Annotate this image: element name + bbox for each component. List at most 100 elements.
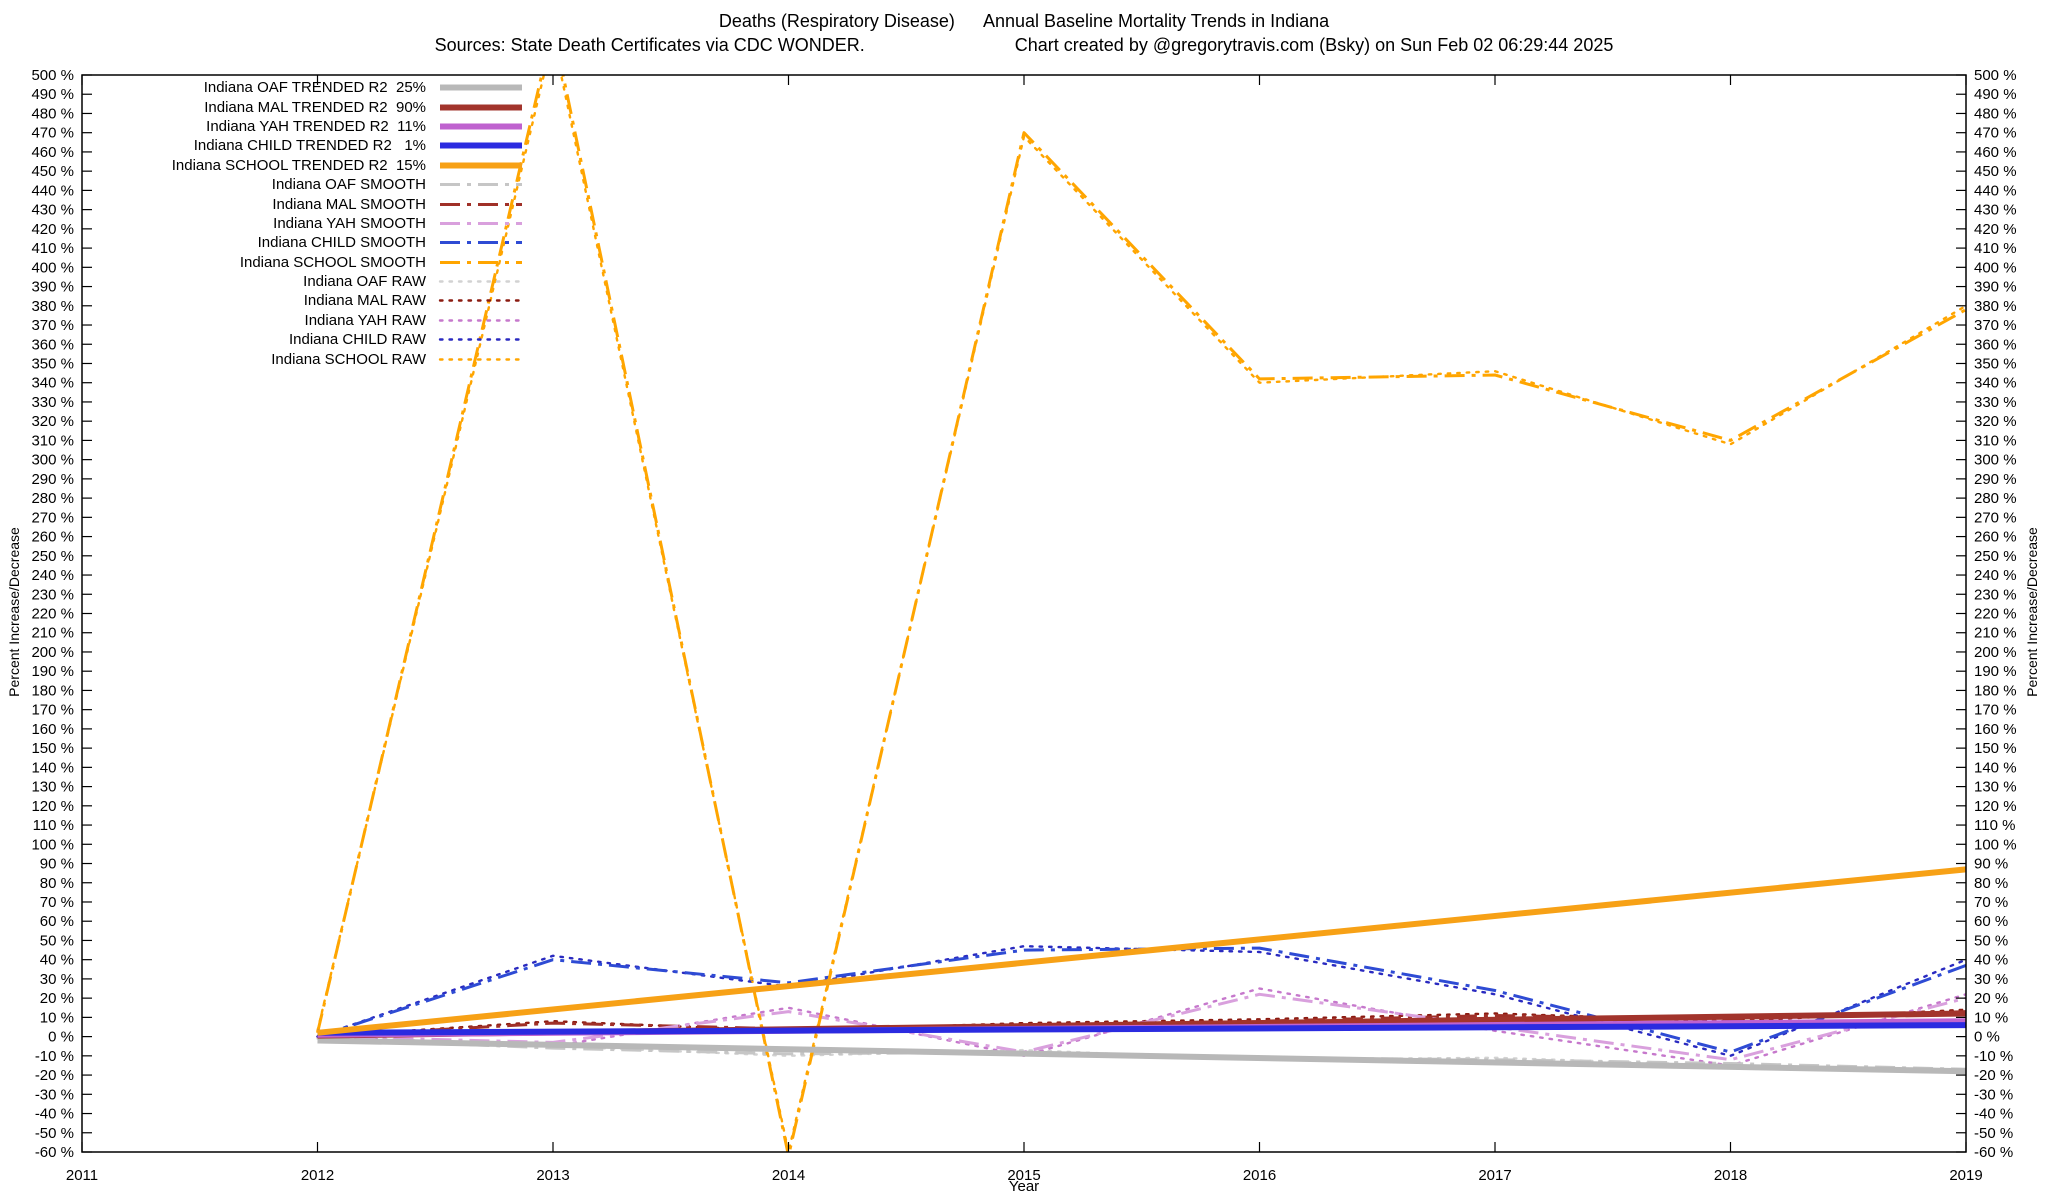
y-tick-label-right: 150 % (1974, 740, 2017, 757)
y-tick-label-right: 370 % (1974, 317, 2017, 334)
y-tick-label-right: 430 % (1974, 202, 2017, 219)
series-child_smooth (317, 946, 1966, 1054)
legend-item: Indiana MAL TRENDED R2 90% (88, 97, 526, 116)
y-tick-label-right: 270 % (1974, 509, 2017, 526)
y-tick-label-left: 40 % (40, 952, 74, 969)
x-tick-label: 2013 (536, 1167, 569, 1184)
y-tick-label-right: 380 % (1974, 298, 2017, 315)
legend-item: Indiana YAH SMOOTH (88, 214, 526, 233)
y-tick-label-left: 240 % (31, 567, 74, 584)
legend-label: Indiana SCHOOL SMOOTH (239, 253, 426, 271)
y-tick-label-right: 180 % (1974, 682, 2017, 699)
y-tick-label-left: 220 % (31, 606, 74, 623)
y-tick-label-right: 480 % (1974, 105, 2017, 122)
y-tick-label-right: -30 % (1974, 1086, 2013, 1103)
y-tick-label-right: 500 % (1974, 67, 2017, 84)
y-tick-label-right: 80 % (1974, 875, 2008, 892)
y-tick-label-left: 10 % (40, 1009, 74, 1026)
legend-item: Indiana OAF TRENDED R2 25% (88, 78, 526, 97)
y-tick-label-left: 280 % (31, 490, 74, 507)
legend-label: Indiana SCHOOL RAW (271, 350, 426, 368)
legend-label: Indiana CHILD TRENDED R2 1% (193, 137, 426, 155)
y-tick-label-left: 200 % (31, 644, 74, 661)
legend-label: Indiana CHILD SMOOTH (257, 234, 426, 252)
y-tick-label-left: 270 % (31, 509, 74, 526)
legend-label: Indiana OAF RAW (303, 273, 426, 291)
legend-sample-line (440, 183, 522, 187)
y-tick-label-left: 0 % (48, 1029, 74, 1046)
y-tick-label-left: 50 % (40, 932, 74, 949)
y-tick-label-right: 490 % (1974, 86, 2017, 103)
y-tick-label-right: 250 % (1974, 548, 2017, 565)
y-tick-label-right: 120 % (1974, 798, 2017, 815)
legend-label: Indiana CHILD RAW (289, 331, 426, 349)
y-tick-label-left: 370 % (31, 317, 74, 334)
legend-sample-line (440, 202, 522, 206)
y-tick-label-right: 360 % (1974, 336, 2017, 353)
series-school_smooth (316, 75, 1966, 1152)
legend-item: Indiana CHILD RAW (88, 330, 526, 349)
series-school_raw (316, 75, 1966, 1152)
y-tick-label-left: 120 % (31, 798, 74, 815)
y-tick-label-right: 140 % (1974, 759, 2017, 776)
y-tick-label-left: 100 % (31, 836, 74, 853)
y-tick-label-left: 470 % (31, 125, 74, 142)
y-tick-label-right: -50 % (1974, 1125, 2013, 1142)
y-tick-label-left: 360 % (31, 336, 74, 353)
legend-sample-line (438, 357, 524, 361)
y-tick-label-right: 20 % (1974, 990, 2008, 1007)
legend-item: Indiana SCHOOL TRENDED R2 15% (88, 156, 526, 175)
y-tick-label-left: 150 % (31, 740, 74, 757)
series-child_raw (316, 945, 1966, 1058)
legend-item: Indiana YAH TRENDED R2 11% (88, 117, 526, 136)
y-tick-label-left: 170 % (31, 702, 74, 719)
y-tick-label-left: 410 % (31, 240, 74, 257)
y-tick-label-right: 340 % (1974, 375, 2017, 392)
y-tick-label-right: 60 % (1974, 913, 2008, 930)
legend-item: Indiana YAH RAW (88, 311, 526, 330)
y-tick-label-right: 100 % (1974, 836, 2017, 853)
y-tick-label-left: 290 % (31, 471, 74, 488)
y-tick-label-left: -40 % (35, 1106, 74, 1123)
x-tick-label: 2019 (1949, 1167, 1982, 1184)
y-tick-label-left: 180 % (31, 682, 74, 699)
legend-label: Indiana SCHOOL TRENDED R2 15% (171, 156, 426, 174)
y-tick-label-left: 480 % (31, 105, 74, 122)
y-tick-label-left: 190 % (31, 663, 74, 680)
legend: Indiana OAF TRENDED R2 25% Indiana MAL TR… (88, 78, 526, 369)
y-tick-label-right: 170 % (1974, 702, 2017, 719)
y-tick-label-left: 340 % (31, 375, 74, 392)
y-tick-label-right: -20 % (1974, 1067, 2013, 1084)
y-tick-label-right: 330 % (1974, 394, 2017, 411)
chart-subtitle-sources: Sources: State Death Certificates via CD… (434, 35, 865, 55)
legend-label: Indiana YAH RAW (304, 311, 426, 329)
y-tick-label-right: 70 % (1974, 894, 2008, 911)
y-tick-label-left: 210 % (31, 625, 74, 642)
legend-sample-line (438, 319, 524, 322)
legend-sample-line (440, 104, 522, 111)
legend-sample-line (440, 221, 522, 225)
legend-sample-line (440, 162, 522, 169)
y-tick-label-right: 40 % (1974, 952, 2008, 969)
x-tick-label: 2015 (1007, 1167, 1040, 1184)
y-tick-label-right: 390 % (1974, 279, 2017, 296)
y-tick-label-right: 420 % (1974, 221, 2017, 238)
y-tick-label-left: 310 % (31, 432, 74, 449)
legend-sample-line (438, 299, 524, 303)
y-tick-label-right: 90 % (1974, 856, 2008, 873)
y-tick-label-right: 400 % (1974, 259, 2017, 276)
y-tick-label-left: 20 % (40, 990, 74, 1007)
y-tick-label-left: 330 % (31, 394, 74, 411)
y-tick-label-right: 350 % (1974, 355, 2017, 372)
x-tick-label: 2018 (1714, 1167, 1747, 1184)
y-tick-label-left: 500 % (31, 67, 74, 84)
x-tick-label: 2011 (66, 1167, 98, 1184)
series-child_trended (317, 1022, 1966, 1036)
y-tick-label-right: 0 % (1974, 1029, 2000, 1046)
y-tick-label-right: -60 % (1974, 1144, 2013, 1161)
chart-subtitle: Sources: State Death Certificates via CD… (0, 34, 2048, 56)
y-tick-label-right: 50 % (1974, 932, 2008, 949)
x-tick-label: 2012 (301, 1167, 334, 1184)
y-tick-label-left: -20 % (35, 1067, 74, 1084)
